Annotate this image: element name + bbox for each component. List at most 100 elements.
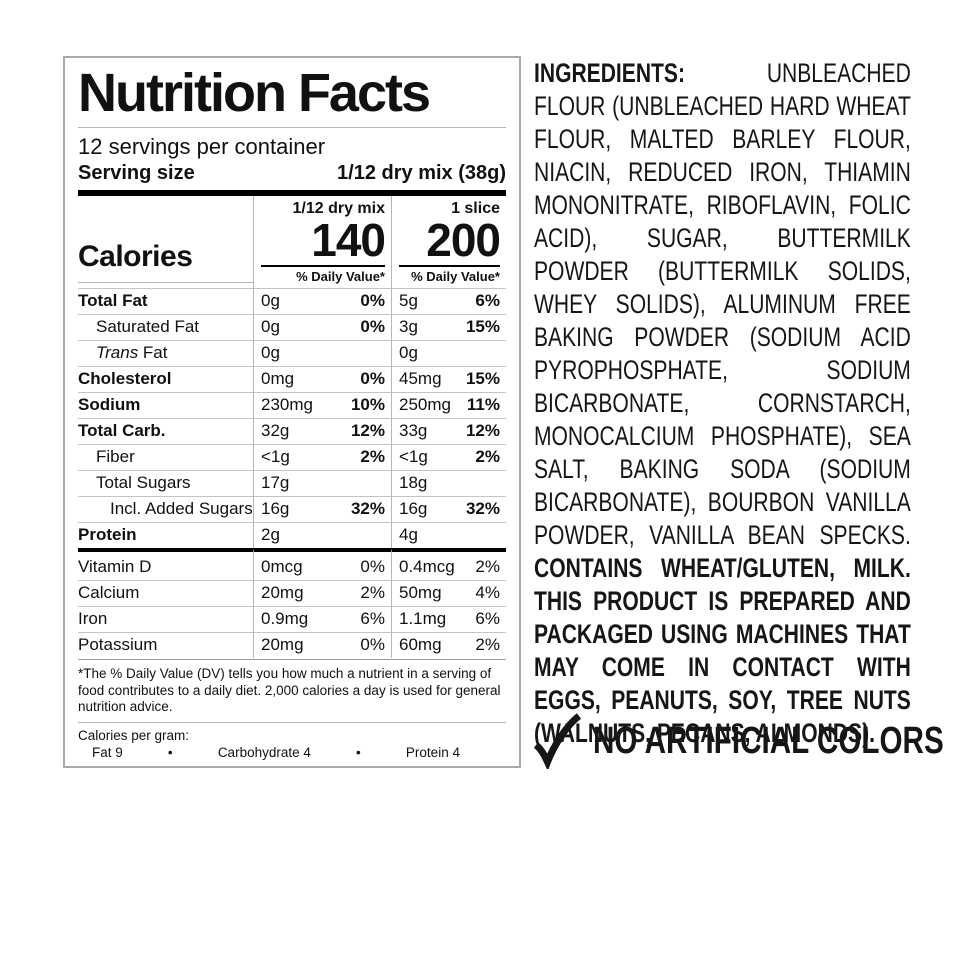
row-values: 20mg 0% <box>253 632 391 659</box>
daily-value: 4% <box>475 583 500 603</box>
row-label-cholesterol: Cholesterol <box>78 366 253 392</box>
row-values: 4g <box>391 522 506 549</box>
daily-value: 2% <box>475 557 500 577</box>
daily-value: 0% <box>360 317 385 337</box>
amount: 230mg <box>261 395 313 415</box>
row-values: 0g <box>391 340 506 367</box>
amount: 17g <box>261 473 290 493</box>
row-values: 0g 0% <box>253 314 391 341</box>
amount: 32g <box>261 421 290 441</box>
daily-value: 6% <box>475 609 500 629</box>
row-label-sodium: Sodium <box>78 392 253 418</box>
row-label-vitamin-d: Vitamin D <box>78 548 253 580</box>
daily-value: 6% <box>360 609 385 629</box>
row-label-calcium: Calcium <box>78 580 253 606</box>
row-values: <1g 2% <box>253 444 391 471</box>
daily-value: 2% <box>475 447 500 467</box>
daily-value-header: % Daily Value* <box>411 269 500 285</box>
amount: 0g <box>399 343 418 363</box>
row-values: 16g 32% <box>253 496 391 523</box>
daily-value: 10% <box>350 395 385 415</box>
daily-value: 15% <box>465 317 500 337</box>
row-label: Fat <box>138 343 168 363</box>
row-values: 3g 15% <box>391 314 506 341</box>
daily-value: 0% <box>360 557 385 577</box>
daily-value: 15% <box>465 369 500 389</box>
row-values: 16g 32% <box>391 496 506 523</box>
nutrition-table: Calories 1/12 dry mix 140 % Daily Value*… <box>78 196 506 659</box>
claim-text: NO ARTIFICIAL COLORS <box>593 719 944 762</box>
row-label-added-sugars: Incl. Added Sugars <box>78 496 253 522</box>
ingredients-list: UNBLEACHED FLOUR (UNBLEACHED HARD WHEAT … <box>534 58 911 550</box>
amount: 0mcg <box>261 557 303 577</box>
ingredients-block: INGREDIENTS: UNBLEACHED FLOUR (UNBLEACHE… <box>534 57 911 750</box>
row-values: 2g <box>253 522 391 549</box>
row-label-iron: Iron <box>78 606 253 632</box>
daily-value: 0% <box>360 635 385 655</box>
amount: <1g <box>399 447 428 467</box>
amount: 250mg <box>399 395 451 415</box>
amount: 0g <box>261 291 280 311</box>
daily-value: 2% <box>475 635 500 655</box>
row-label-total-fat: Total Fat <box>78 288 253 314</box>
row-values: 45mg 15% <box>391 366 506 393</box>
daily-value: 12% <box>350 421 385 441</box>
calories-value-dry-mix: 140 <box>311 214 386 267</box>
column-header-dry-mix: 1/12 dry mix 140 % Daily Value* <box>253 196 391 289</box>
bullet-separator: • <box>356 744 361 760</box>
row-values: 17g <box>253 470 391 497</box>
carbohydrate-per-gram: Carbohydrate 4 <box>217 744 311 760</box>
row-label-protein: Protein <box>78 522 253 548</box>
row-values: 0mcg 0% <box>253 548 391 581</box>
amount: 3g <box>399 317 418 337</box>
row-label-total-sugars: Total Sugars <box>78 470 253 496</box>
row-values: 5g 6% <box>391 288 506 315</box>
amount: 16g <box>261 499 290 519</box>
row-values: 0g <box>253 340 391 367</box>
daily-value: 11% <box>466 395 500 415</box>
black-rule <box>261 265 385 268</box>
amount: 0.4mcg <box>399 557 455 577</box>
row-values: 1.1mg 6% <box>391 606 506 633</box>
row-values: 0mg 0% <box>253 366 391 393</box>
ingredients-heading: INGREDIENTS: <box>534 58 686 88</box>
row-values: 0g 0% <box>253 288 391 315</box>
amount: 2g <box>261 525 280 545</box>
thick-divider-top <box>78 190 506 197</box>
amount: 18g <box>399 473 428 493</box>
row-values: 50mg 4% <box>391 580 506 607</box>
black-rule <box>399 265 500 268</box>
row-label-total-carb: Total Carb. <box>78 418 253 444</box>
nutrition-facts-title: Nutrition Facts <box>78 64 506 129</box>
row-label-trans-fat: Trans Fat <box>78 340 253 366</box>
checkmark-icon <box>533 713 582 769</box>
daily-value: 0% <box>360 291 385 311</box>
column-serving-name: 1 slice <box>451 200 500 218</box>
amount: 0g <box>261 317 280 337</box>
amount: 0mg <box>261 369 295 389</box>
row-values: 20mg 2% <box>253 580 391 607</box>
serving-size-label: Serving size <box>78 162 195 185</box>
fat-per-gram: Fat 9 <box>92 744 123 760</box>
row-label-potassium: Potassium <box>78 632 253 658</box>
amount: 4g <box>399 525 418 545</box>
row-values: 0.4mcg 2% <box>391 548 506 581</box>
row-values: 250mg 11% <box>391 392 506 419</box>
trans-italic: Trans <box>96 343 139 363</box>
row-values: 33g 12% <box>391 418 506 445</box>
row-values: 60mg 2% <box>391 632 506 659</box>
row-values: 18g <box>391 470 506 497</box>
amount: 0g <box>261 343 280 363</box>
calories-per-gram-values: Fat 9 • Carbohydrate 4 • Protein 4 <box>78 744 506 760</box>
daily-value: 2% <box>360 447 385 467</box>
calories-value-slice: 200 <box>426 214 501 267</box>
column-serving-name: 1/12 dry mix <box>292 200 386 218</box>
ingredients-paragraph: INGREDIENTS: UNBLEACHED FLOUR (UNBLEACHE… <box>534 57 911 750</box>
row-values: 0.9mg 6% <box>253 606 391 633</box>
daily-value-footnote: *The % Daily Value (DV) tells you how mu… <box>78 659 506 722</box>
calories-header-cell: Calories <box>78 196 253 288</box>
calories-per-gram-section: Calories per gram: Fat 9 • Carbohydrate … <box>78 721 506 760</box>
amount: 0.9mg <box>261 609 309 629</box>
column-header-slice: 1 slice 200 % Daily Value* <box>391 196 506 289</box>
daily-value: 12% <box>465 421 500 441</box>
